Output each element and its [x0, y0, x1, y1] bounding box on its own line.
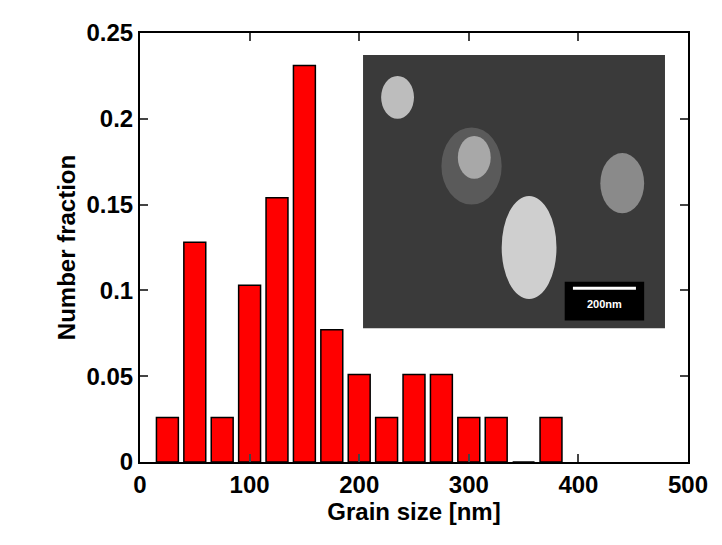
- svg-text:Number fraction: Number fraction: [53, 155, 80, 340]
- svg-text:0: 0: [120, 448, 133, 475]
- svg-text:0.1: 0.1: [100, 277, 133, 304]
- svg-text:0.25: 0.25: [86, 19, 133, 46]
- svg-text:200: 200: [339, 471, 379, 498]
- svg-text:100: 100: [230, 471, 270, 498]
- svg-text:0.05: 0.05: [86, 363, 133, 390]
- svg-text:0.2: 0.2: [100, 105, 133, 132]
- svg-text:400: 400: [558, 471, 598, 498]
- svg-text:500: 500: [668, 471, 708, 498]
- svg-text:300: 300: [449, 471, 489, 498]
- svg-text:Grain size [nm]: Grain size [nm]: [327, 498, 500, 525]
- svg-text:0.15: 0.15: [86, 191, 133, 218]
- svg-text:200nm: 200nm: [587, 298, 622, 310]
- svg-text:0: 0: [133, 471, 146, 498]
